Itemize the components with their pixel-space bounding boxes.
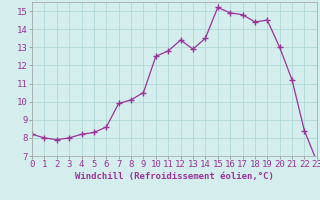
X-axis label: Windchill (Refroidissement éolien,°C): Windchill (Refroidissement éolien,°C) (75, 172, 274, 181)
